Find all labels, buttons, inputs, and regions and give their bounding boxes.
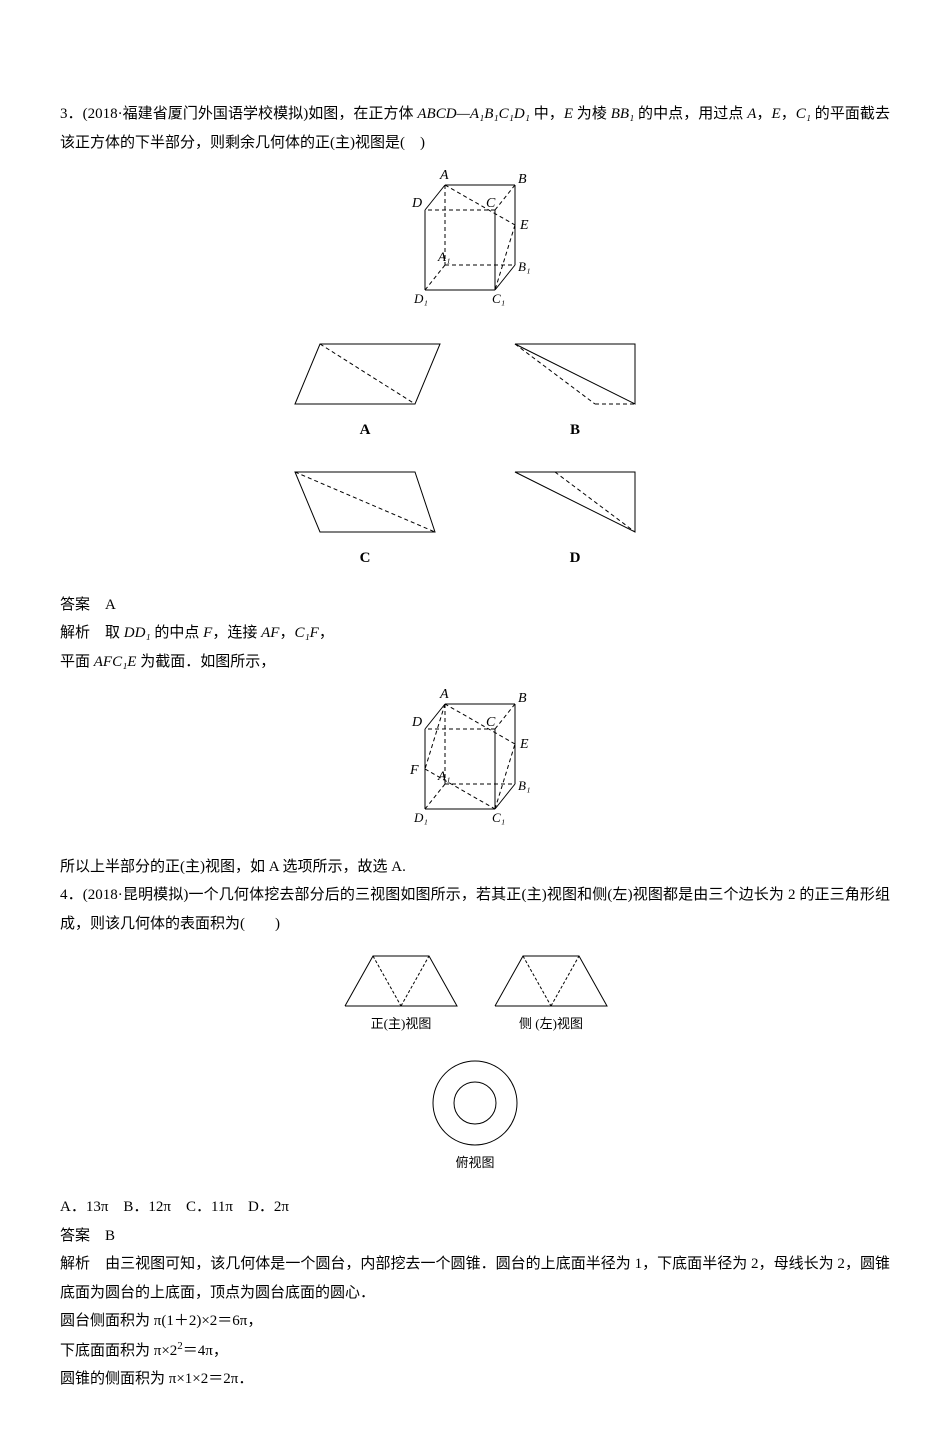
q3-text3: 为棱: [573, 106, 611, 122]
q4-answer: 答案 B: [60, 1222, 890, 1251]
q3-c1t: ，: [756, 106, 771, 122]
opt-d-label: D: [570, 550, 581, 566]
q4-stem: 4．(2018·昆明模拟)一个几何体挖去部分后的三视图如图所示，若其正(主)视图…: [60, 881, 890, 938]
q3-cube: ABCD—A₁B₁C₁D₁: [417, 106, 530, 122]
q4-three-views: 正(主)视图 侧 (左)视图: [60, 946, 890, 1047]
q3-c1: C₁: [796, 106, 811, 122]
q3-f: F: [203, 625, 212, 641]
q4-calc2: 下底面面积为 π×22＝4π，: [60, 1336, 890, 1366]
lbl2-B1: B₁: [518, 778, 530, 793]
q3-c3: ，: [279, 625, 294, 641]
lbl-B: B: [518, 172, 527, 187]
lbl2-C1: C₁: [492, 810, 505, 825]
q3-c4: ，: [319, 625, 334, 641]
q3-a: A: [747, 106, 756, 122]
q3-stem: 3．(2018·福建省厦门外国语学校模拟)如图，在正方体 ABCD—A₁B₁C₁…: [60, 100, 890, 157]
lbl2-A: A: [439, 687, 449, 702]
q3-text2: 中，: [530, 106, 564, 122]
q3-options-row1: A B: [60, 334, 890, 455]
q3-e: E: [564, 106, 573, 122]
q4-calc1: 圆台侧面积为 π(1＋2)×2＝6π，: [60, 1307, 890, 1336]
side-view-label: 侧 (左)视图: [519, 1016, 583, 1031]
q3-answer: 答案 A: [60, 591, 890, 620]
opt-a-label: A: [360, 422, 371, 438]
q3-afc1e: AFC₁E: [94, 654, 137, 670]
lbl-E: E: [519, 218, 529, 233]
lbl-A1: A₁: [437, 249, 450, 264]
lbl-B1: B₁: [518, 259, 530, 274]
lbl-D1: D₁: [413, 291, 428, 306]
lbl2-D: D: [411, 715, 422, 730]
lbl2-A1: A₁: [437, 768, 450, 783]
q3-explain1: 解析 取 DD₁ 的中点 F，连接 AF，C₁F，: [60, 619, 890, 648]
opt-c-label: C: [360, 550, 371, 566]
lbl2-E: E: [519, 737, 529, 752]
q4-c2a: 下底面面积为 π×2: [60, 1343, 177, 1359]
q3-text4: 的中点，用过点: [634, 106, 747, 122]
q3-dd1: DD₁: [124, 625, 151, 641]
front-view-label: 正(主)视图: [371, 1016, 432, 1031]
lbl-C1: C₁: [492, 291, 505, 306]
q3-cube-figure: A B C D A₁ B₁ C₁ D₁ E: [60, 165, 890, 326]
q3-explain2: 平面 AFC₁E 为截面．如图所示，: [60, 648, 890, 677]
q3-pl2: 为截面．如图所示，: [136, 654, 275, 670]
opt-b-label: B: [570, 422, 580, 438]
q4-calc3: 圆锥的侧面积为 π×1×2＝2π．: [60, 1365, 890, 1394]
q3-text1: 3．(2018·福建省厦门外国语学校模拟)如图，在正方体: [60, 106, 417, 122]
q3-bb1: BB₁: [611, 106, 635, 122]
lbl2-B: B: [518, 691, 527, 706]
lbl2-D1: D₁: [413, 810, 428, 825]
top-view-label: 俯视图: [455, 1155, 494, 1170]
q3-c1f: C₁F: [294, 625, 318, 641]
q4-top-view: 俯视图: [60, 1055, 890, 1186]
q3-pl1: 平面: [60, 654, 94, 670]
q3-exp-a: 解析 取: [60, 625, 124, 641]
lbl2-F: F: [409, 763, 419, 778]
lbl2-C: C: [486, 715, 496, 730]
q4-options: A．13π B．12π C．11π D．2π: [60, 1193, 890, 1222]
q3-c2t: ，: [781, 106, 796, 122]
q3-options-row2: C D: [60, 462, 890, 583]
q4-explain1: 解析 由三视图可知，该几何体是一个圆台，内部挖去一个圆锥．圆台的上底面半径为 1…: [60, 1250, 890, 1307]
q3-cube-figure2: A B C D A₁ B₁ C₁ D₁ E F: [60, 684, 890, 845]
lbl-A: A: [439, 168, 449, 183]
lbl-C: C: [486, 196, 496, 211]
q3-midf: 的中点: [151, 625, 204, 641]
q3-e2: E: [771, 106, 780, 122]
lbl-D: D: [411, 196, 422, 211]
q3-conn: ，连接: [212, 625, 261, 641]
q3-conclusion: 所以上半部分的正(主)视图，如 A 选项所示，故选 A.: [60, 853, 890, 882]
q3-af: AF: [261, 625, 279, 641]
q4-c2b: ＝4π，: [183, 1343, 228, 1359]
